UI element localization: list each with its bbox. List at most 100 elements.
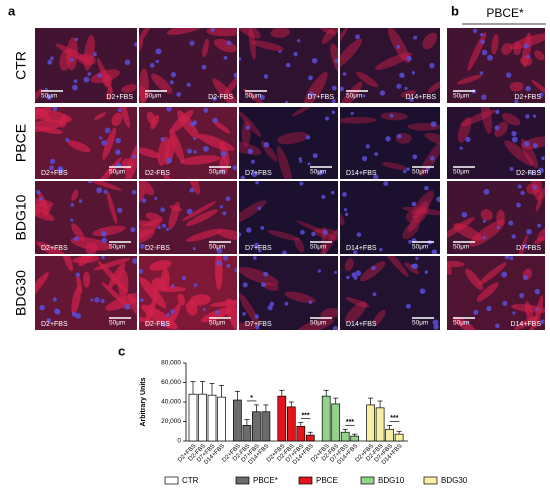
cell — [251, 40, 284, 51]
image-label: D7-FBS — [516, 245, 541, 252]
cell — [356, 71, 379, 88]
nucleus — [406, 55, 412, 62]
nucleus — [225, 196, 231, 202]
cell — [521, 136, 545, 149]
cell — [105, 292, 137, 311]
micrograph: 50μm D2+FBS — [35, 28, 137, 103]
nucleus — [520, 190, 525, 196]
nucleus — [239, 232, 242, 237]
nucleus — [362, 94, 366, 98]
nucleus — [139, 268, 144, 274]
y-tick-label: 80,000 — [161, 360, 181, 367]
cell — [359, 261, 386, 282]
scale-label: 50μm — [310, 320, 326, 327]
nucleus — [532, 185, 537, 190]
nucleus — [78, 199, 83, 203]
nucleus — [374, 152, 378, 156]
nucleus — [260, 225, 265, 230]
cell — [139, 147, 160, 158]
nucleus — [101, 256, 105, 260]
cell — [319, 228, 338, 254]
row-label: CTR — [13, 51, 29, 80]
cell — [476, 282, 499, 302]
cell — [303, 72, 328, 103]
cell — [94, 112, 107, 120]
image-label: D2+FBS — [41, 321, 68, 328]
nucleus — [345, 212, 349, 217]
nucleus — [308, 91, 314, 98]
nucleus — [299, 229, 305, 235]
y-tick-label: 60,000 — [161, 379, 181, 386]
nucleus — [308, 300, 313, 304]
nucleus — [99, 136, 103, 140]
nucleus — [293, 51, 298, 57]
nucleus — [74, 37, 79, 42]
image-label: D2-FBS — [145, 245, 170, 252]
cell — [168, 201, 180, 230]
nucleus — [278, 50, 282, 54]
nucleus — [186, 148, 192, 154]
cell — [239, 267, 280, 286]
bar — [242, 425, 252, 442]
nucleus — [411, 71, 416, 75]
image-label: D14+FBS — [510, 321, 541, 328]
nucleus — [480, 39, 485, 45]
legend-swatch — [235, 476, 250, 485]
cell — [239, 292, 260, 327]
scale-label: 50μm — [346, 93, 362, 100]
cell — [422, 32, 438, 50]
nucleus — [186, 82, 191, 87]
nucleus — [216, 248, 223, 254]
nucleus — [408, 240, 412, 244]
nucleus — [356, 232, 362, 237]
panel-label: b — [451, 3, 459, 18]
nucleus — [431, 249, 438, 254]
nucleus — [514, 99, 519, 103]
nucleus — [325, 116, 330, 121]
micrograph: 50μm D2-FBS — [139, 28, 237, 103]
cell — [465, 268, 484, 291]
nucleus — [311, 57, 318, 64]
nucleus — [524, 43, 529, 49]
image-label: D2+FBS — [41, 170, 68, 177]
nucleus — [58, 167, 64, 174]
nucleus — [482, 219, 487, 223]
nucleus — [149, 62, 155, 68]
cell — [270, 28, 290, 38]
nucleus — [465, 321, 470, 325]
nucleus — [538, 167, 544, 174]
nucleus — [342, 192, 347, 197]
legend-label: BDG30 — [441, 476, 468, 485]
nucleus — [541, 156, 545, 161]
cell — [76, 275, 83, 294]
nucleus — [161, 322, 167, 328]
cell — [411, 190, 435, 219]
nucleus — [100, 299, 105, 304]
nucleus — [505, 72, 512, 78]
cell — [284, 291, 316, 304]
cell — [277, 146, 293, 179]
scale-label: 50μm — [453, 93, 469, 100]
cell — [480, 209, 493, 221]
nucleus — [509, 166, 514, 171]
nucleus — [226, 263, 231, 268]
nucleus — [282, 250, 287, 254]
nucleus — [389, 113, 394, 118]
nucleus — [343, 208, 348, 212]
nucleus — [92, 52, 97, 57]
scale-label: 50μm — [453, 169, 469, 176]
nucleus — [413, 35, 418, 40]
nucleus — [473, 309, 479, 315]
image-label: D2+FBS — [514, 94, 541, 101]
cell — [267, 230, 300, 241]
panel-title: PBCE* — [486, 6, 524, 20]
cell — [469, 219, 506, 247]
nucleus — [131, 189, 137, 195]
nucleus — [46, 317, 52, 323]
nucleus — [39, 197, 43, 201]
nucleus — [465, 136, 471, 143]
nucleus — [260, 282, 266, 288]
nucleus — [212, 117, 218, 124]
nucleus — [226, 40, 232, 46]
nucleus — [479, 71, 484, 75]
